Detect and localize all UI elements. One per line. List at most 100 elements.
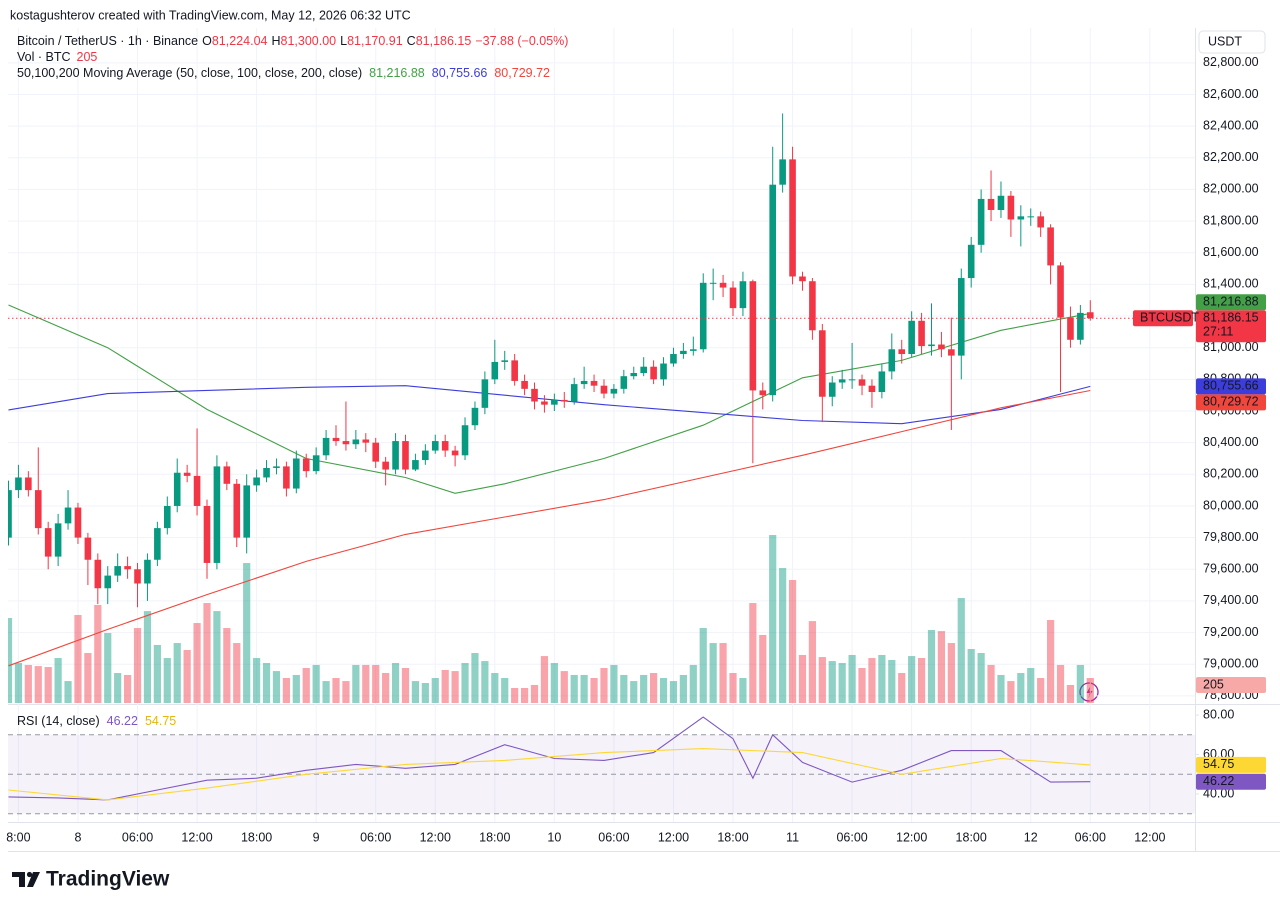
- volume-bar: [610, 664, 618, 703]
- candle-body: [858, 379, 866, 386]
- volume-bar: [133, 628, 142, 703]
- volume-bar: [461, 663, 469, 703]
- candle-body: [1047, 227, 1054, 266]
- volume-bar: [818, 657, 826, 703]
- x-tick-label: 06:00: [1075, 830, 1106, 844]
- volume-bar: [382, 673, 390, 703]
- candle-body: [878, 371, 886, 393]
- ma-tag: [1196, 394, 1266, 411]
- candle-body: [769, 184, 777, 396]
- candle-body: [918, 320, 925, 347]
- volume-bar: [431, 678, 439, 703]
- price-tag: [1196, 310, 1266, 343]
- x-tick-label: 18:00: [717, 830, 748, 844]
- candle-body: [739, 281, 747, 309]
- candle-body: [431, 441, 439, 451]
- ma-tag-label: 80,729.72: [1203, 395, 1259, 409]
- ohlc-letter: C: [407, 34, 416, 48]
- volume-bar: [511, 688, 519, 703]
- volume-bar: [828, 661, 836, 703]
- x-tick-label: 18:00: [241, 830, 272, 844]
- candle-body: [809, 281, 816, 331]
- candle-body: [759, 390, 767, 396]
- volume-bar: [719, 643, 727, 703]
- candle-body: [54, 523, 62, 557]
- volume-bar: [352, 664, 360, 703]
- volume-bar: [441, 669, 449, 703]
- tv-logo: [12, 871, 40, 887]
- volume-bar: [1027, 668, 1035, 703]
- volume-bar: [421, 683, 429, 703]
- candle-body: [372, 442, 380, 462]
- symbol-title: Bitcoin / TetherUS · 1h · Binance: [17, 34, 198, 48]
- volume-bar: [788, 579, 797, 703]
- volume-bar: [123, 674, 132, 703]
- volume-tag: [1196, 677, 1266, 693]
- candle-body: [1037, 216, 1044, 228]
- alert-button[interactable]: [1079, 682, 1099, 702]
- candle-body: [471, 407, 479, 426]
- volume-bar: [1086, 678, 1094, 703]
- candle-body: [243, 485, 250, 538]
- volume-bar: [84, 653, 92, 703]
- volume-bar: [858, 668, 866, 703]
- candle-body: [620, 376, 628, 389]
- volume-bar: [223, 628, 231, 703]
- y-tick-label: 80.00: [1203, 707, 1234, 721]
- candle-body: [154, 528, 161, 560]
- ma-value: 80,755.66: [432, 66, 488, 80]
- ma-value: 81,216.88: [369, 66, 425, 80]
- candle-body: [332, 437, 340, 442]
- volume-bar: [520, 688, 529, 703]
- volume-bar: [322, 681, 330, 703]
- volume-bar: [570, 674, 578, 703]
- price-pane: [8, 113, 1195, 703]
- volume-bar: [650, 673, 658, 703]
- volume-bar: [302, 668, 310, 703]
- candle-body: [848, 379, 856, 381]
- x-tick-label: 8: [74, 830, 81, 844]
- volume-bar: [233, 643, 241, 703]
- volume-bar: [163, 658, 171, 703]
- volume-bar: [679, 674, 687, 703]
- candle-body: [183, 472, 191, 476]
- volume-bar: [362, 664, 370, 703]
- y-tick-label: 80,200.00: [1203, 467, 1259, 481]
- y-tick-label: 82,200.00: [1203, 150, 1259, 164]
- candle-body: [134, 569, 141, 584]
- x-tick-label: 18:00: [479, 830, 510, 844]
- candle-body: [114, 566, 121, 576]
- volume-bar: [630, 681, 638, 703]
- volume-bar: [580, 674, 588, 703]
- currency-box[interactable]: [1198, 30, 1266, 54]
- candle-body: [441, 441, 449, 451]
- volume-bar: [183, 649, 191, 703]
- volume-bar: [292, 674, 300, 703]
- x-tick-label: 12: [1024, 830, 1038, 844]
- volume-bar: [689, 664, 697, 703]
- countdown: 27:11: [1203, 325, 1233, 339]
- volume-bar: [669, 681, 678, 703]
- candle-body: [838, 379, 846, 383]
- volume-value: 205: [77, 50, 98, 64]
- y-tick-label: 81,000.00: [1203, 340, 1259, 354]
- ma-tag: [1196, 378, 1266, 395]
- rsi-line: [8, 748, 1091, 801]
- ma-tag: [1196, 294, 1266, 311]
- candle-body: [74, 507, 82, 538]
- candle-body: [551, 399, 558, 405]
- volume-bar: [540, 656, 549, 703]
- candle-body: [342, 441, 350, 445]
- candle-body: [392, 441, 399, 470]
- volume-bar: [451, 671, 459, 703]
- volume-bar: [977, 653, 985, 703]
- candle-body: [84, 537, 92, 560]
- brand: TradingView: [46, 868, 170, 891]
- candle-body: [34, 490, 42, 529]
- candle-body: [977, 198, 985, 245]
- legend: RSI (14, close) 46.22 54.75: [17, 714, 176, 728]
- rsi-line: [8, 716, 1091, 801]
- rsi-tag: [1196, 756, 1266, 773]
- volume-bar: [471, 653, 479, 703]
- volume-bar: [1056, 664, 1065, 703]
